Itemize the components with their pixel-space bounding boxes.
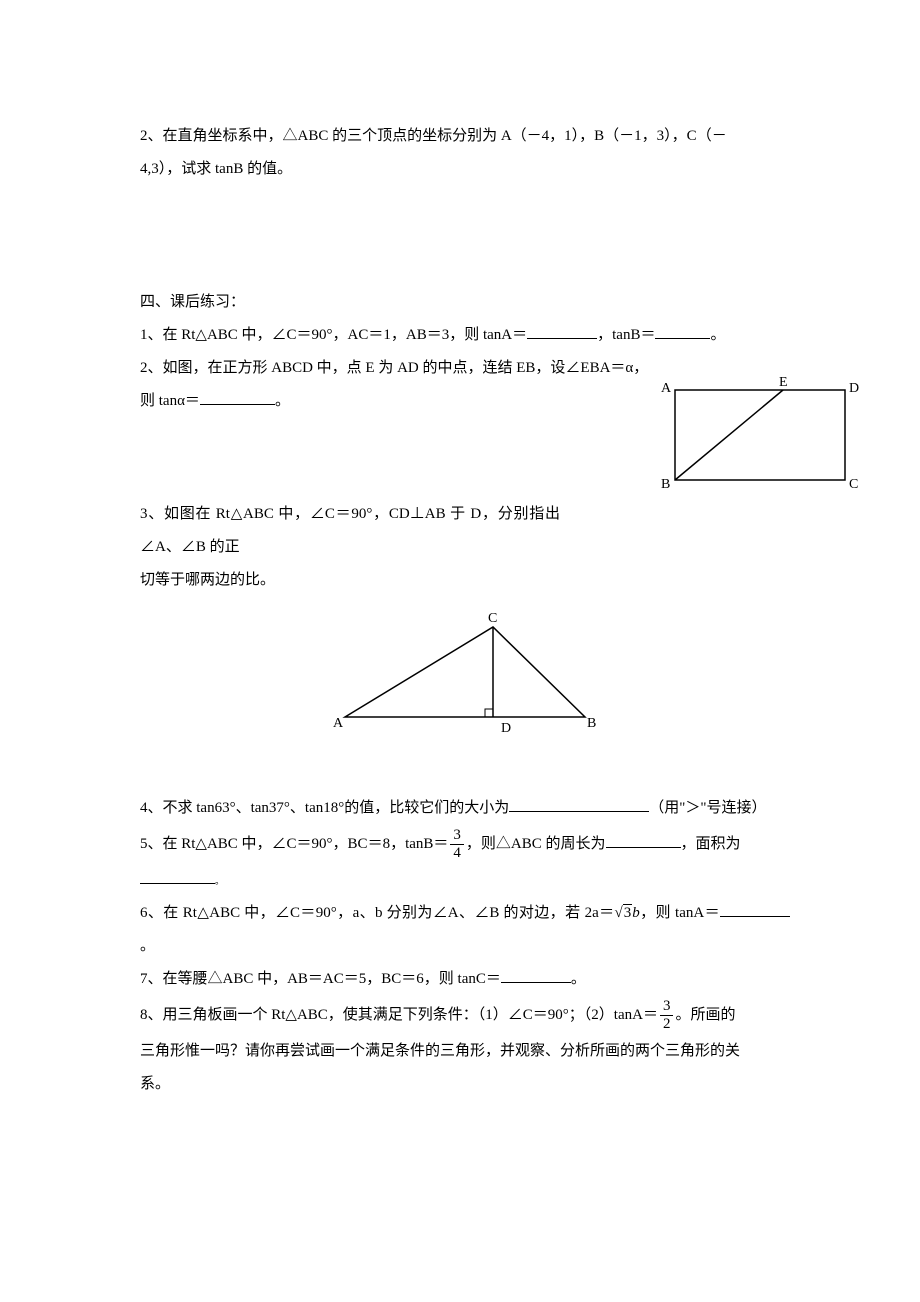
frac-num: 3 (450, 828, 464, 845)
figure-square-abcd: A E D B C (655, 372, 860, 492)
frac-den: 2 (660, 1016, 674, 1032)
p5-mid2: ，面积为 (681, 836, 741, 852)
p5-pre: 5、在 Rt△ABC 中，∠C＝90°，BC＝8，tanB＝ (140, 836, 448, 852)
blank (606, 832, 681, 848)
practice-8-line3: 系。 (140, 1068, 790, 1101)
p2-line2-end: 。 (275, 393, 290, 409)
label-c: C (488, 611, 497, 626)
p6-end: 。 (140, 938, 155, 954)
label-e: E (779, 375, 788, 390)
blank (509, 796, 649, 812)
practice-8-line1: 8、用三角板画一个 Rt△ABC，使其满足下列条件：（1）∠C＝90°；（2）t… (140, 996, 790, 1035)
label-d: D (849, 381, 859, 396)
blank (200, 389, 275, 405)
p6-b: b (632, 905, 640, 921)
square-rect (675, 390, 845, 480)
p7-end: 。 (571, 971, 586, 987)
p1-pre: 1、在 Rt△ABC 中，∠C＝90°，AC＝1，AB＝3，则 tanA＝ (140, 327, 527, 343)
label-c: C (849, 477, 858, 492)
frac-num: 3 (660, 999, 674, 1016)
frac-den: 4 (450, 845, 464, 861)
blank (140, 874, 215, 884)
p1-mid: ，tanB＝ (597, 327, 655, 343)
blank (501, 967, 571, 983)
p1-end: 。 (710, 327, 725, 343)
blank (527, 323, 597, 339)
p2-line2-pre: 则 tanα＝ (140, 393, 200, 409)
practice-4: 4、不求 tan63°、tan37°、tan18°的值，比较它们的大小为 （用"＞… (140, 792, 790, 825)
p6-mid: ，则 tanA＝ (640, 905, 720, 921)
figure-triangle-abc: C A D B (325, 607, 605, 737)
practice-6: 6、在 Rt△ABC 中，∠C＝90°，a、b 分别为∠A、∠B 的对边，若 2… (140, 897, 790, 963)
line-be (675, 390, 783, 480)
practice-4-block: 4、不求 tan63°、tan37°、tan18°的值，比较它们的大小为 （用"＞… (140, 792, 790, 825)
question-2-line2: 4,3），试求 tanB 的值。 (140, 153, 790, 186)
p6-pre: 6、在 Rt△ABC 中，∠C＝90°，a、b 分别为∠A、∠B 的对边，若 2… (140, 905, 615, 921)
blank (655, 323, 710, 339)
p8-line1-end: 。所画的 (675, 1007, 735, 1023)
label-b: B (661, 477, 670, 492)
label-a: A (661, 381, 672, 396)
page: 2、在直角坐标系中，△ABC 的三个顶点的坐标分别为 A（－4，1），B（－1，… (0, 0, 920, 1302)
question-2-line1: 2、在直角坐标系中，△ABC 的三个顶点的坐标分别为 A（－4，1），B（－1，… (140, 120, 790, 153)
p5-mid: ，则△ABC 的周长为 (466, 836, 606, 852)
p7-pre: 7、在等腰△ABC 中，AB＝AC＝5，BC＝6，则 tanC＝ (140, 971, 501, 987)
label-a: A (333, 716, 344, 731)
practice-3-line1: 3、如图在 Rt△ABC 中，∠C＝90°，CD⊥AB 于 D，分别指出∠A、∠… (140, 498, 560, 564)
label-d: D (501, 721, 511, 736)
p8-pre: 8、用三角板画一个 Rt△ABC，使其满足下列条件：（1）∠C＝90°；（2）t… (140, 1007, 658, 1023)
practice-1: 1、在 Rt△ABC 中，∠C＝90°，AC＝1，AB＝3，则 tanA＝ ，ta… (140, 319, 790, 352)
p4-pre: 4、不求 tan63°、tan37°、tan18°的值，比较它们的大小为 (140, 800, 509, 816)
practice-8-line2: 三角形惟一吗？请你再尝试画一个满足条件的三角形，并观察、分析所画的两个三角形的关 (140, 1035, 790, 1068)
sqrt-icon: 3 (615, 897, 633, 930)
sqrt-arg: 3 (623, 904, 633, 921)
section-4-title: 四、课后练习： (140, 286, 790, 319)
blank (720, 901, 790, 917)
practice-5: 5、在 Rt△ABC 中，∠C＝90°，BC＝8，tanB＝34，则△ABC 的… (140, 825, 790, 864)
p5-end: 。 (215, 876, 224, 886)
practice-5-tail: 。 (140, 864, 790, 897)
label-b: B (587, 716, 596, 731)
fraction-3-2: 32 (660, 999, 674, 1032)
fraction-3-4: 34 (450, 828, 464, 861)
right-angle-mark (485, 709, 493, 717)
practice-3-line2: 切等于哪两边的比。 (140, 564, 560, 597)
p4-end: （用"＞"号连接） (649, 800, 766, 816)
practice-3-block: 3、如图在 Rt△ABC 中，∠C＝90°，CD⊥AB 于 D，分别指出∠A、∠… (140, 498, 790, 597)
practice-7: 7、在等腰△ABC 中，AB＝AC＝5，BC＝6，则 tanC＝ 。 (140, 963, 790, 996)
triangle (345, 627, 585, 717)
